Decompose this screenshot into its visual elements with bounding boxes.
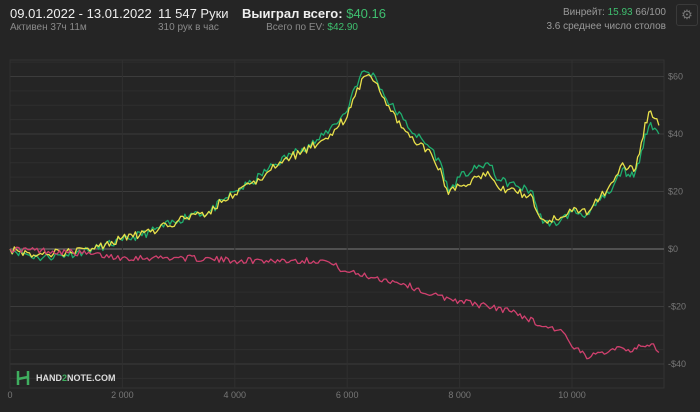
x-tick-label: 10 000 [558, 390, 586, 400]
winrate-unit: 66/100 [635, 7, 666, 18]
x-tick-label: 0 [7, 390, 12, 400]
x-tick-label: 4 000 [224, 390, 247, 400]
ev-total: Всего по EV: $42.90 [240, 22, 358, 33]
ev-value: $42.90 [327, 22, 358, 33]
total-won-value: $40.16 [346, 6, 386, 21]
logo-text-a: HAND [36, 373, 62, 383]
y-tick-label: $60 [668, 72, 683, 82]
y-tick-label: -$40 [668, 359, 686, 369]
logo-icon [16, 371, 30, 385]
hands-count: 11 547 Руки [158, 6, 229, 21]
logo-text-b: 2 [62, 373, 68, 383]
logo: HAND2NOTE.COM [16, 370, 116, 386]
avg-tables: 3.6 среднее число столов [546, 21, 666, 32]
winrate: Винрейт: 15.93 66/100 [563, 7, 666, 18]
total-won-label: Выиграл всего: [242, 6, 343, 21]
total-won: Выиграл всего: $40.16 [242, 6, 386, 21]
nonshowdown-line [9, 246, 660, 360]
x-tick-label: 2 000 [111, 390, 134, 400]
hands-per-hour: 310 рук в час [158, 22, 219, 33]
date-range: 09.01.2022 - 13.01.2022 [10, 6, 152, 21]
logo-text-c: NOTE.COM [67, 373, 116, 383]
winnings-line [9, 70, 660, 262]
ev-label: Всего по EV: [266, 22, 325, 33]
x-tick-label: 8 000 [448, 390, 471, 400]
plot-frame [9, 59, 665, 389]
y-tick-label: $0 [668, 244, 678, 254]
active-time: Активен 37ч 11м [10, 22, 87, 33]
winrate-value: 15.93 [607, 7, 633, 18]
winrate-label: Винрейт: [562, 7, 605, 18]
y-tick-label: -$20 [668, 302, 686, 312]
x-tick-label: 6 000 [336, 390, 359, 400]
ev-line [9, 73, 660, 258]
gear-icon[interactable]: ⚙ [676, 4, 698, 26]
y-tick-label: $40 [668, 129, 683, 139]
y-tick-label: $20 [668, 187, 683, 197]
